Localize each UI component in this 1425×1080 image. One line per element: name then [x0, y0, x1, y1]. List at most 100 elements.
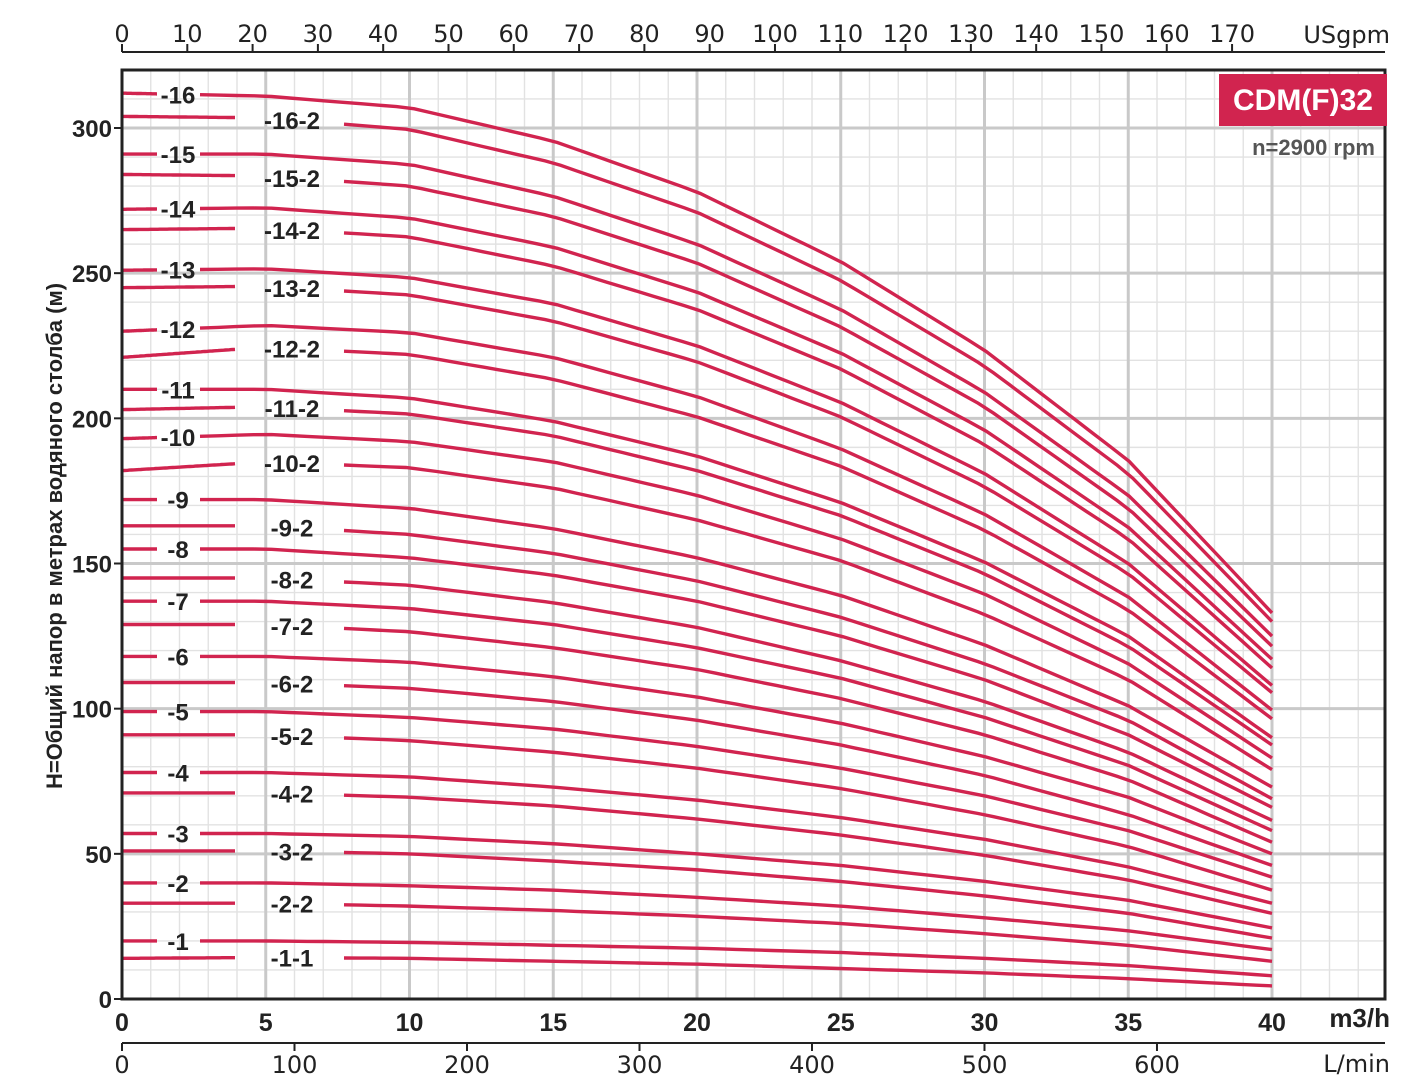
curve-label: -11-2 [265, 396, 320, 423]
curve-line [121, 435, 157, 441]
curve-line [199, 267, 1274, 687]
y-tick-label: 0 [99, 987, 112, 1014]
y-tick-label: 250 [72, 261, 112, 288]
x-tick-label-usgpm: 0 [114, 20, 129, 48]
curve-line [200, 497, 1273, 789]
curve-line [199, 206, 1274, 661]
x-tick-label-lmin: 300 [617, 1051, 663, 1079]
curve-label: -9 [167, 488, 188, 515]
curve-label: -4 [167, 761, 189, 788]
curve-label: -4-2 [271, 782, 314, 809]
x-tick-label-m3h: 30 [971, 1009, 999, 1037]
model-badge [1219, 74, 1387, 126]
curve-line [343, 409, 1273, 747]
curve-label: -1-1 [271, 946, 314, 973]
y-tick-label: 50 [85, 842, 112, 869]
curve-line [122, 226, 235, 232]
curve-line [343, 580, 1273, 822]
speed-label: n=2900 rpm [1252, 135, 1375, 160]
x-tick-label-usgpm: 10 [172, 20, 203, 48]
x-tick-label-usgpm: 70 [564, 20, 595, 48]
curve-line [200, 939, 1273, 978]
curve-line [122, 172, 235, 178]
curve-line [200, 152, 1274, 638]
curve-line [199, 432, 1273, 760]
curve-line [200, 831, 1273, 930]
x-tick-label-usgpm: 160 [1144, 20, 1190, 48]
x-axis-unit-m3h: m3/h [1329, 1003, 1390, 1033]
curve-label: -2 [167, 871, 188, 898]
x-tick-label-m3h: 0 [115, 1009, 129, 1037]
y-tick-label: 300 [72, 116, 112, 143]
x-tick-label-usgpm: 120 [883, 20, 929, 48]
x-tick-label-usgpm: 50 [433, 20, 464, 48]
x-tick-label-usgpm: 20 [237, 20, 268, 48]
curve-label: -8 [167, 537, 188, 564]
curve-line [199, 93, 1274, 615]
curve-line [343, 122, 1274, 623]
curve-line [343, 231, 1274, 670]
curve-label: -9-2 [271, 515, 314, 542]
x-tick-label-lmin: 400 [789, 1051, 835, 1079]
x-tick-label-usgpm: 60 [499, 20, 530, 48]
curve-label: -1 [167, 929, 188, 956]
curve-line [200, 599, 1273, 833]
y-axis-label: H=Общий напор в метрах водяного столба (… [42, 283, 67, 789]
curve-line [343, 956, 1273, 988]
curve-line [122, 328, 157, 333]
x-axis-unit-lmin: L/min [1323, 1050, 1390, 1078]
curve-label: -15 [161, 142, 196, 169]
curve-line [343, 463, 1273, 772]
curve-label: -5-2 [271, 724, 314, 751]
plot-frame [120, 68, 1387, 1001]
model-badge-text: CDM(F)32 [1233, 84, 1373, 117]
x-tick-label-usgpm: 30 [303, 20, 334, 48]
curve-line [122, 284, 236, 290]
x-tick-label-m3h: 40 [1258, 1009, 1286, 1037]
x-tick-label-usgpm: 150 [1079, 20, 1125, 48]
curve-line [343, 903, 1273, 963]
curve-line [343, 850, 1273, 940]
x-tick-label-lmin: 200 [444, 1051, 490, 1079]
x-tick-label-m3h: 5 [259, 1009, 273, 1037]
curve-line [200, 547, 1273, 809]
curve-line [343, 349, 1274, 721]
x-tick-label-usgpm: 80 [629, 20, 660, 48]
curve-line [121, 347, 236, 360]
y-tick-label: 200 [72, 406, 112, 433]
y-tick-label: 150 [72, 552, 112, 579]
x-tick-label-m3h: 35 [1114, 1009, 1142, 1037]
x-tick-label-usgpm: 130 [948, 20, 994, 48]
curve-label: -14 [161, 197, 196, 224]
curve-line [343, 793, 1273, 916]
curve-label: -13-2 [264, 276, 320, 303]
curve-label: -7 [167, 589, 188, 616]
x-tick-label-m3h: 10 [396, 1009, 424, 1037]
curve-line [343, 528, 1273, 801]
curve-label: -7-2 [271, 614, 314, 641]
curve-line [343, 684, 1273, 868]
curve-label: -15-2 [264, 166, 320, 193]
curve-line [199, 323, 1274, 712]
curve-line [200, 387, 1273, 740]
curve-label: -13 [161, 258, 196, 285]
curve-line [343, 289, 1274, 695]
curve-label: -16 [161, 82, 196, 109]
x-tick-label-lmin: 600 [1134, 1051, 1180, 1079]
curve-label: -11 [161, 377, 194, 404]
x-tick-label-usgpm: 170 [1209, 20, 1255, 48]
x-tick-label-usgpm: 40 [368, 20, 399, 48]
curve-line [343, 179, 1274, 648]
curve-line [121, 462, 236, 473]
curve-label: -12-2 [264, 337, 320, 364]
curve-label: -2-2 [271, 892, 314, 919]
x-tick-label-m3h: 15 [539, 1009, 567, 1037]
curve-line [200, 881, 1273, 952]
x-tick-label-lmin: 0 [114, 1051, 129, 1079]
x-axis-unit-usgpm: USgpm [1303, 21, 1390, 49]
x-tick-label-lmin: 100 [272, 1051, 318, 1079]
curve-label: -10 [161, 425, 196, 452]
curve-line [200, 770, 1273, 905]
